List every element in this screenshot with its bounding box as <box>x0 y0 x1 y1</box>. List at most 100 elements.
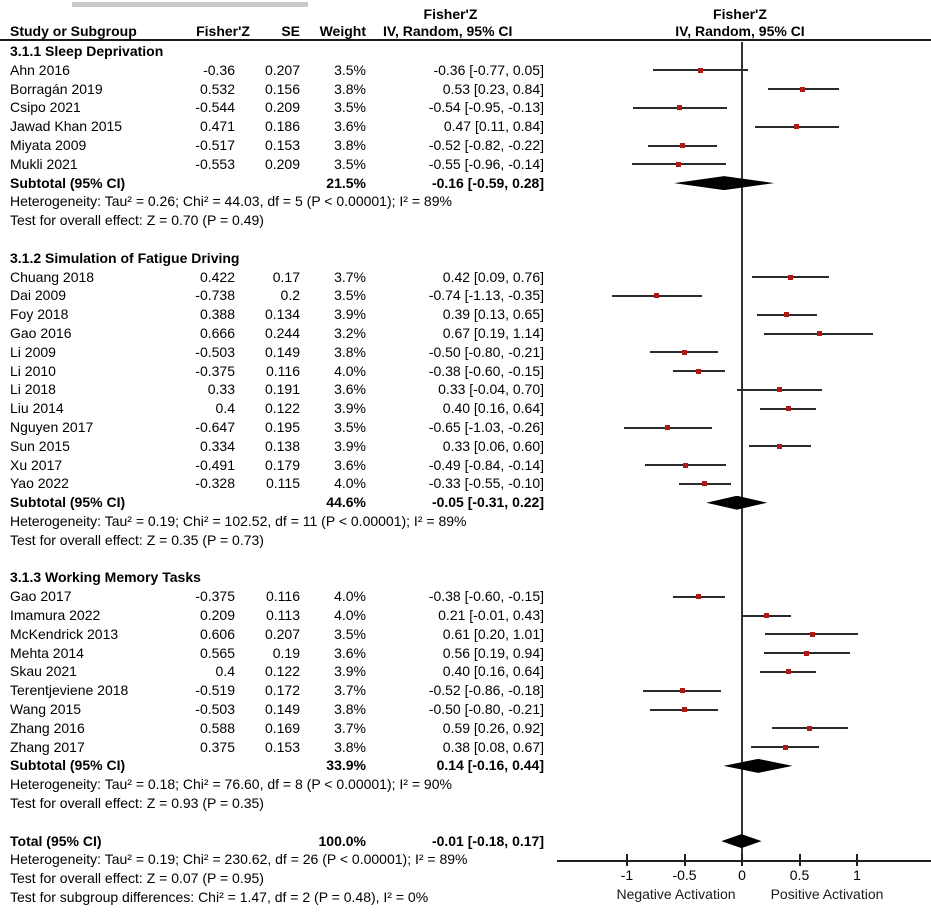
se-value: 0.149 <box>264 343 300 360</box>
study-row: Sun 2015 0.334 0.138 3.9% 0.33 [0.06, 0.60] <box>0 437 931 456</box>
ci-column-header-line1: Fisher'Z <box>423 6 478 22</box>
study-row: Nguyen 2017 -0.647 0.195 3.5% -0.65 [-1.03, … <box>0 418 931 437</box>
ci-text: 0.53 [0.23, 0.84] <box>442 80 544 97</box>
fisherz-value: 0.334 <box>199 437 235 454</box>
weight-value: 3.8% <box>334 80 366 97</box>
weight-value: 3.9% <box>334 400 366 417</box>
group-label-row: 3.1.3 Working Memory Tasks <box>0 568 931 587</box>
ci-text: -0.49 [-0.84, -0.14] <box>428 456 544 473</box>
study-row: Skau 2021 0.4 0.122 3.9% 0.40 [0.16, 0.64] <box>0 662 931 681</box>
ci-text: 0.61 [0.20, 1.01] <box>442 625 544 642</box>
study-row: Liu 2014 0.4 0.122 3.9% 0.40 [0.16, 0.64] <box>0 399 931 418</box>
effect-marker <box>783 744 789 750</box>
x-axis-line <box>557 860 931 862</box>
weight-value: 100.0% <box>318 832 366 849</box>
study-name: McKendrick 2013 <box>10 625 119 642</box>
study-row: Wang 2015 -0.503 0.149 3.8% -0.50 [-0.80, -0… <box>0 700 931 719</box>
group-label: 3.1.2 Simulation of Fatigue Driving <box>10 249 240 266</box>
weight-value: 3.8% <box>334 701 366 717</box>
plot-header-line1: Fisher'Z <box>713 6 767 22</box>
se-value: 0.116 <box>266 362 300 379</box>
weight-value: 3.7% <box>334 719 366 736</box>
se-value: 0.156 <box>264 80 300 97</box>
study-name: Li 2018 <box>10 381 56 398</box>
fisherz-value: -0.328 <box>195 475 235 492</box>
se-value: 0.122 <box>264 400 300 417</box>
study-name: Jawad Khan 2015 <box>10 118 123 135</box>
study-name: Imamura 2022 <box>10 607 101 623</box>
fisherz-value: -0.519 <box>195 682 235 699</box>
study-name: Li 2010 <box>10 362 56 379</box>
se-value: 0.207 <box>264 625 300 642</box>
effect-marker <box>654 293 660 299</box>
se-value: 0.153 <box>264 137 300 153</box>
weight-value: 3.7% <box>334 268 366 285</box>
se-value: 0.122 <box>264 663 300 680</box>
note-text: Heterogeneity: Tau² = 0.18; Chi² = 76.60… <box>10 776 452 793</box>
se-value: 0.153 <box>264 738 300 755</box>
se-value: 0.19 <box>272 644 300 661</box>
pool-label: Subtotal (95% CI) <box>10 174 126 191</box>
study-name: Skau 2021 <box>10 663 77 680</box>
ci-text: -0.38 [-0.60, -0.15] <box>428 588 544 605</box>
study-name: Csipo 2021 <box>10 99 81 116</box>
study-row: Foy 2018 0.388 0.134 3.9% 0.39 [0.13, 0.65] <box>0 305 931 324</box>
se-value: 0.115 <box>266 475 300 492</box>
ci-text: 0.33 [-0.04, 0.70] <box>438 381 544 398</box>
study-row: Csipo 2021 -0.544 0.209 3.5% -0.54 [-0.95, -… <box>0 98 931 117</box>
study-row: Dai 2009 -0.738 0.2 3.5% -0.74 [-1.13, -0.35… <box>0 286 931 305</box>
overall-effect-note: Test for overall effect: Z = 0.93 (P = 0… <box>0 794 931 813</box>
note-text: Test for overall effect: Z = 0.07 (P = 0… <box>10 870 264 887</box>
effect-marker <box>763 613 769 618</box>
study-row: Li 2018 0.33 0.191 3.6% 0.33 [-0.04, 0.70] <box>0 380 931 399</box>
ci-text: -0.50 [-0.80, -0.21] <box>428 343 544 360</box>
ci-text: 0.67 [0.19, 1.14] <box>442 325 544 341</box>
study-row: Chuang 2018 0.422 0.17 3.7% 0.42 [0.09, 0.76… <box>0 268 931 287</box>
se-value: 0.17 <box>272 268 300 285</box>
heterogeneity-note: Heterogeneity: Tau² = 0.19; Chi² = 230.6… <box>0 850 931 869</box>
ci-text: 0.14 [-0.16, 0.44] <box>436 757 544 774</box>
study-name: Dai 2009 <box>10 287 67 304</box>
weight-value: 3.8% <box>334 137 366 153</box>
weight-value: 4.0% <box>334 362 366 379</box>
note-text: Heterogeneity: Tau² = 0.26; Chi² = 44.03… <box>10 193 452 210</box>
study-name: Gao 2016 <box>10 325 72 341</box>
fisherz-value: -0.491 <box>195 456 235 473</box>
weight-value: 3.5% <box>334 419 366 435</box>
ci-text: -0.65 [-1.03, -0.26] <box>428 419 544 435</box>
study-row: McKendrick 2013 0.606 0.207 3.5% 0.61 [0.20,… <box>0 625 931 644</box>
study-row: Li 2009 -0.503 0.149 3.8% -0.50 [-0.80, -0.2… <box>0 343 931 362</box>
weight-value: 3.5% <box>334 625 366 642</box>
weight-value: 3.7% <box>334 682 366 699</box>
study-name: Sun 2015 <box>10 437 70 454</box>
ci-text: 0.42 [0.09, 0.76] <box>442 268 544 285</box>
pooled-diamond <box>721 834 762 849</box>
weight-value: 33.9% <box>326 757 366 774</box>
plot-header-line2: IV, Random, 95% CI <box>675 23 805 39</box>
ci-text: 0.47 [0.11, 0.84] <box>443 118 544 135</box>
se-value: 0.2 <box>280 287 300 304</box>
header-underline <box>0 39 931 41</box>
effect-marker <box>701 481 707 487</box>
ci-text: -0.50 [-0.80, -0.21] <box>428 701 544 717</box>
study-row: Ahn 2016 -0.36 0.207 3.5% -0.36 [-0.77, 0.05… <box>0 61 931 80</box>
pool-label: Subtotal (95% CI) <box>10 757 126 774</box>
study-name: Liu 2014 <box>10 400 64 417</box>
fisherz-value: -0.36 <box>203 61 235 78</box>
axis-label-positive: Positive Activation <box>770 886 884 902</box>
weight-value: 3.5% <box>334 155 366 172</box>
overall-effect-note: Test for overall effect: Z = 0.07 (P = 0… <box>0 869 931 888</box>
weight-value: 3.9% <box>334 437 366 454</box>
se-value: 0.138 <box>264 437 300 454</box>
study-row: Yao 2022 -0.328 0.115 4.0% -0.33 [-0.55, -0.… <box>0 474 931 493</box>
effect-column-header: Fisher'Z <box>196 23 250 39</box>
fisherz-value: 0.388 <box>199 306 235 323</box>
total-row: Total (95% CI) 100.0% -0.01 [-0.18, 0.17] <box>0 832 931 851</box>
study-name: Nguyen 2017 <box>10 419 94 435</box>
ci-text: -0.33 [-0.55, -0.10] <box>428 475 544 492</box>
study-name: Foy 2018 <box>10 306 69 323</box>
group-label-row: 3.1.1 Sleep Deprivation <box>0 42 931 61</box>
effect-marker <box>793 124 799 130</box>
fisherz-value: 0.471 <box>199 118 235 135</box>
